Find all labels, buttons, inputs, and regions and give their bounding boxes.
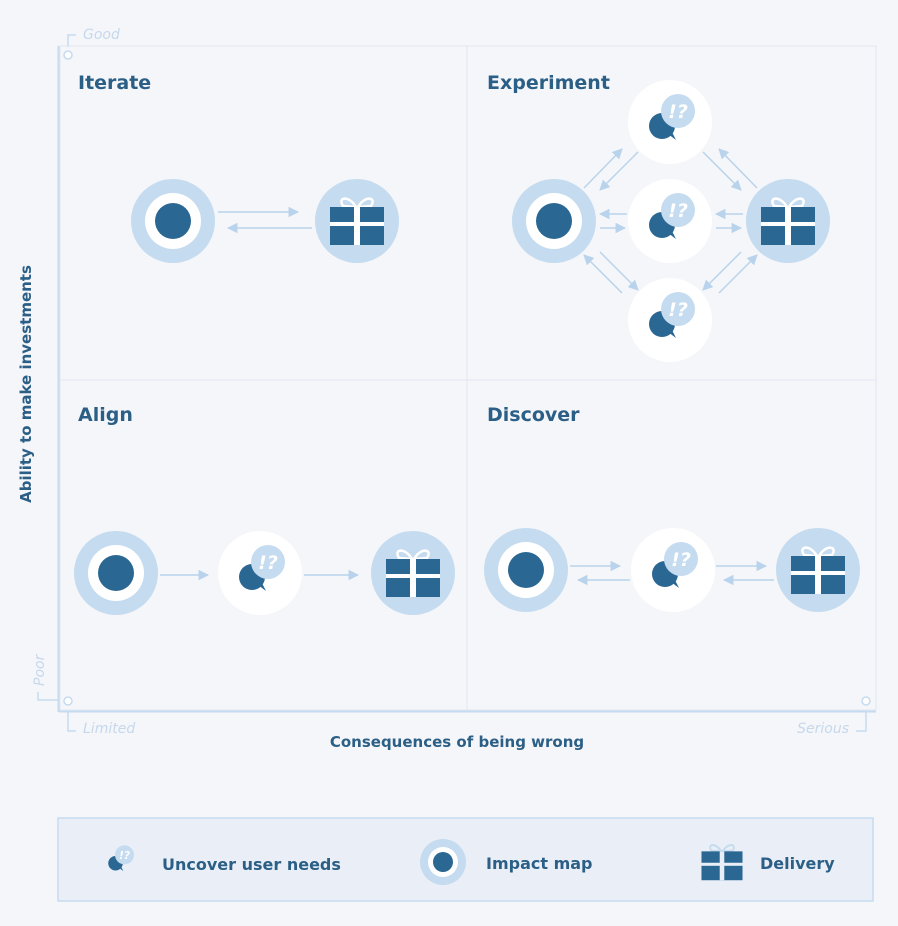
x-axis-title: Consequences of being wrong (330, 733, 584, 751)
user-needs-icon (631, 528, 715, 612)
quadrant-title-iterate: Iterate (78, 72, 151, 94)
arrow (718, 254, 758, 294)
delivery-gift-icon (369, 529, 457, 617)
user-needs-icon (628, 179, 712, 263)
arrow (702, 151, 742, 191)
arrow (599, 251, 639, 291)
arrow (718, 148, 758, 189)
delivery-gift-icon (744, 177, 832, 265)
quadrant-title-experiment: Experiment (487, 72, 610, 94)
user-needs-icon (218, 531, 302, 615)
impact-map-icon (484, 528, 568, 612)
impact-map-icon (74, 531, 158, 615)
y-axis-good-label: Good (83, 27, 120, 43)
legend-item-impact-map: Impact map (420, 839, 593, 885)
user-needs-icon (628, 80, 712, 164)
align-flow (74, 529, 457, 617)
x-axis-serious-label: Serious (797, 721, 849, 737)
x-axis-limited-label: Limited (83, 721, 135, 737)
impact-map-icon (512, 179, 596, 263)
quadrant-title-discover: Discover (487, 404, 580, 426)
delivery-gift-icon (313, 177, 401, 265)
quadrant-grid (59, 45, 877, 711)
impact-map-icon (131, 179, 215, 263)
arrow (583, 254, 623, 294)
y-axis-poor-label: Poor (32, 653, 48, 686)
legend-item-delivery: Delivery (701, 844, 835, 881)
legend-label-delivery: Delivery (760, 854, 835, 873)
discover-flow (484, 526, 862, 614)
quadrant-title-align: Align (78, 404, 133, 426)
arrow (702, 251, 742, 291)
legend-label-user-needs: Uncover user needs (162, 855, 341, 874)
experiment-flow (512, 80, 832, 362)
y-axis-title: Ability to make investments (17, 265, 35, 503)
user-needs-icon (628, 278, 712, 362)
axes: Good Poor Limited Serious Ability to mak… (17, 27, 876, 751)
iterate-flow (131, 177, 401, 265)
legend-label-impact-map: Impact map (486, 854, 593, 873)
delivery-gift-icon (774, 526, 862, 614)
legend-item-user-needs: !? Uncover user needs (108, 845, 341, 874)
delivery-gift-icon (701, 844, 743, 881)
legend: !? Uncover user needs Impact map Deliver… (57, 817, 874, 902)
arrow (599, 151, 639, 191)
user-needs-icon: !? (119, 849, 130, 862)
arrow (583, 148, 623, 189)
